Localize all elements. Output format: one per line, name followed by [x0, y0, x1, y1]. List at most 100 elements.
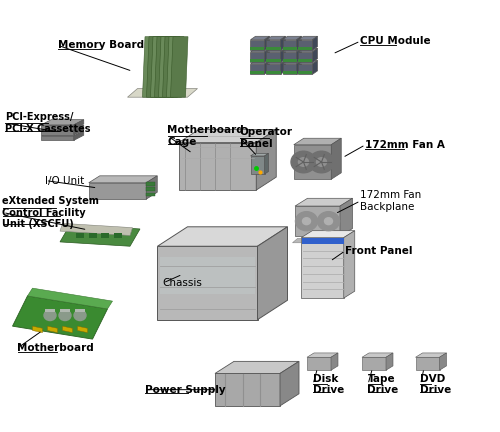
Polygon shape — [250, 71, 264, 74]
Polygon shape — [146, 37, 164, 97]
Polygon shape — [298, 48, 318, 52]
Polygon shape — [179, 143, 256, 190]
Polygon shape — [142, 37, 160, 97]
Polygon shape — [41, 125, 84, 130]
Polygon shape — [312, 60, 318, 74]
Polygon shape — [266, 60, 285, 64]
Polygon shape — [264, 60, 270, 74]
Text: PCI-Express/
PCI-X Cassettes: PCI-Express/ PCI-X Cassettes — [5, 112, 90, 134]
Polygon shape — [298, 71, 312, 74]
Polygon shape — [296, 36, 302, 50]
Polygon shape — [282, 71, 296, 74]
Polygon shape — [158, 246, 258, 320]
Polygon shape — [282, 60, 302, 64]
Polygon shape — [280, 361, 299, 406]
Polygon shape — [266, 36, 285, 40]
Polygon shape — [32, 326, 42, 333]
Text: DVD
Drive: DVD Drive — [420, 374, 451, 395]
Polygon shape — [440, 353, 446, 370]
Polygon shape — [312, 36, 318, 50]
Polygon shape — [302, 238, 344, 244]
Polygon shape — [340, 198, 352, 236]
Polygon shape — [266, 52, 280, 62]
Circle shape — [324, 218, 332, 225]
Polygon shape — [88, 233, 96, 238]
Polygon shape — [298, 47, 312, 50]
Polygon shape — [307, 353, 338, 357]
Polygon shape — [78, 326, 88, 333]
Polygon shape — [280, 48, 285, 62]
Polygon shape — [256, 130, 276, 190]
Polygon shape — [12, 296, 108, 339]
Text: Operator
Panel: Operator Panel — [240, 127, 293, 149]
Polygon shape — [250, 52, 264, 62]
Polygon shape — [294, 138, 341, 145]
Polygon shape — [60, 223, 132, 235]
Polygon shape — [150, 37, 168, 97]
Polygon shape — [296, 48, 302, 62]
Text: I/O Unit: I/O Unit — [45, 175, 84, 186]
Polygon shape — [41, 131, 84, 136]
Polygon shape — [298, 40, 312, 50]
Polygon shape — [280, 36, 285, 50]
Circle shape — [318, 212, 340, 231]
Polygon shape — [74, 120, 84, 129]
Polygon shape — [258, 227, 288, 320]
Polygon shape — [250, 59, 264, 62]
Polygon shape — [62, 326, 72, 333]
Polygon shape — [298, 52, 312, 62]
Polygon shape — [266, 59, 280, 62]
Polygon shape — [416, 357, 440, 370]
Polygon shape — [76, 233, 84, 238]
Polygon shape — [296, 60, 302, 74]
Polygon shape — [266, 47, 280, 50]
Circle shape — [302, 218, 310, 225]
Text: eXtended System
Control Facility
Unit (XSCFU): eXtended System Control Facility Unit (X… — [2, 196, 100, 229]
Polygon shape — [266, 48, 285, 52]
Polygon shape — [179, 130, 276, 143]
Polygon shape — [170, 37, 188, 97]
Polygon shape — [146, 187, 155, 191]
Polygon shape — [146, 176, 157, 199]
Polygon shape — [158, 37, 176, 97]
Polygon shape — [295, 206, 340, 236]
Text: Motherboard: Motherboard — [18, 343, 94, 353]
Polygon shape — [28, 288, 112, 309]
Polygon shape — [146, 182, 155, 186]
Polygon shape — [264, 153, 268, 174]
Polygon shape — [154, 37, 172, 97]
Polygon shape — [48, 326, 58, 333]
Polygon shape — [282, 59, 296, 62]
Polygon shape — [312, 48, 318, 62]
Text: Memory Board: Memory Board — [58, 40, 144, 51]
Polygon shape — [301, 231, 355, 238]
Polygon shape — [264, 48, 270, 62]
Polygon shape — [386, 353, 393, 370]
Polygon shape — [294, 145, 331, 179]
Polygon shape — [250, 60, 270, 64]
Circle shape — [291, 151, 316, 173]
Polygon shape — [250, 40, 264, 50]
Text: Disk
Drive: Disk Drive — [312, 374, 344, 395]
Polygon shape — [292, 238, 348, 243]
Polygon shape — [282, 48, 302, 52]
Circle shape — [74, 310, 86, 321]
Text: Power Supply: Power Supply — [145, 384, 226, 395]
Polygon shape — [362, 357, 386, 370]
Polygon shape — [282, 52, 296, 62]
Polygon shape — [41, 125, 74, 129]
Text: 172mm Fan A: 172mm Fan A — [365, 140, 445, 150]
Polygon shape — [60, 225, 140, 246]
Polygon shape — [45, 309, 55, 312]
Circle shape — [298, 158, 308, 166]
Circle shape — [59, 310, 71, 321]
Polygon shape — [298, 64, 312, 74]
Circle shape — [296, 212, 318, 231]
Polygon shape — [166, 37, 184, 97]
Polygon shape — [282, 36, 302, 40]
Polygon shape — [41, 130, 74, 135]
Polygon shape — [146, 193, 155, 196]
Polygon shape — [215, 361, 299, 373]
Polygon shape — [114, 233, 122, 238]
Polygon shape — [160, 257, 255, 294]
